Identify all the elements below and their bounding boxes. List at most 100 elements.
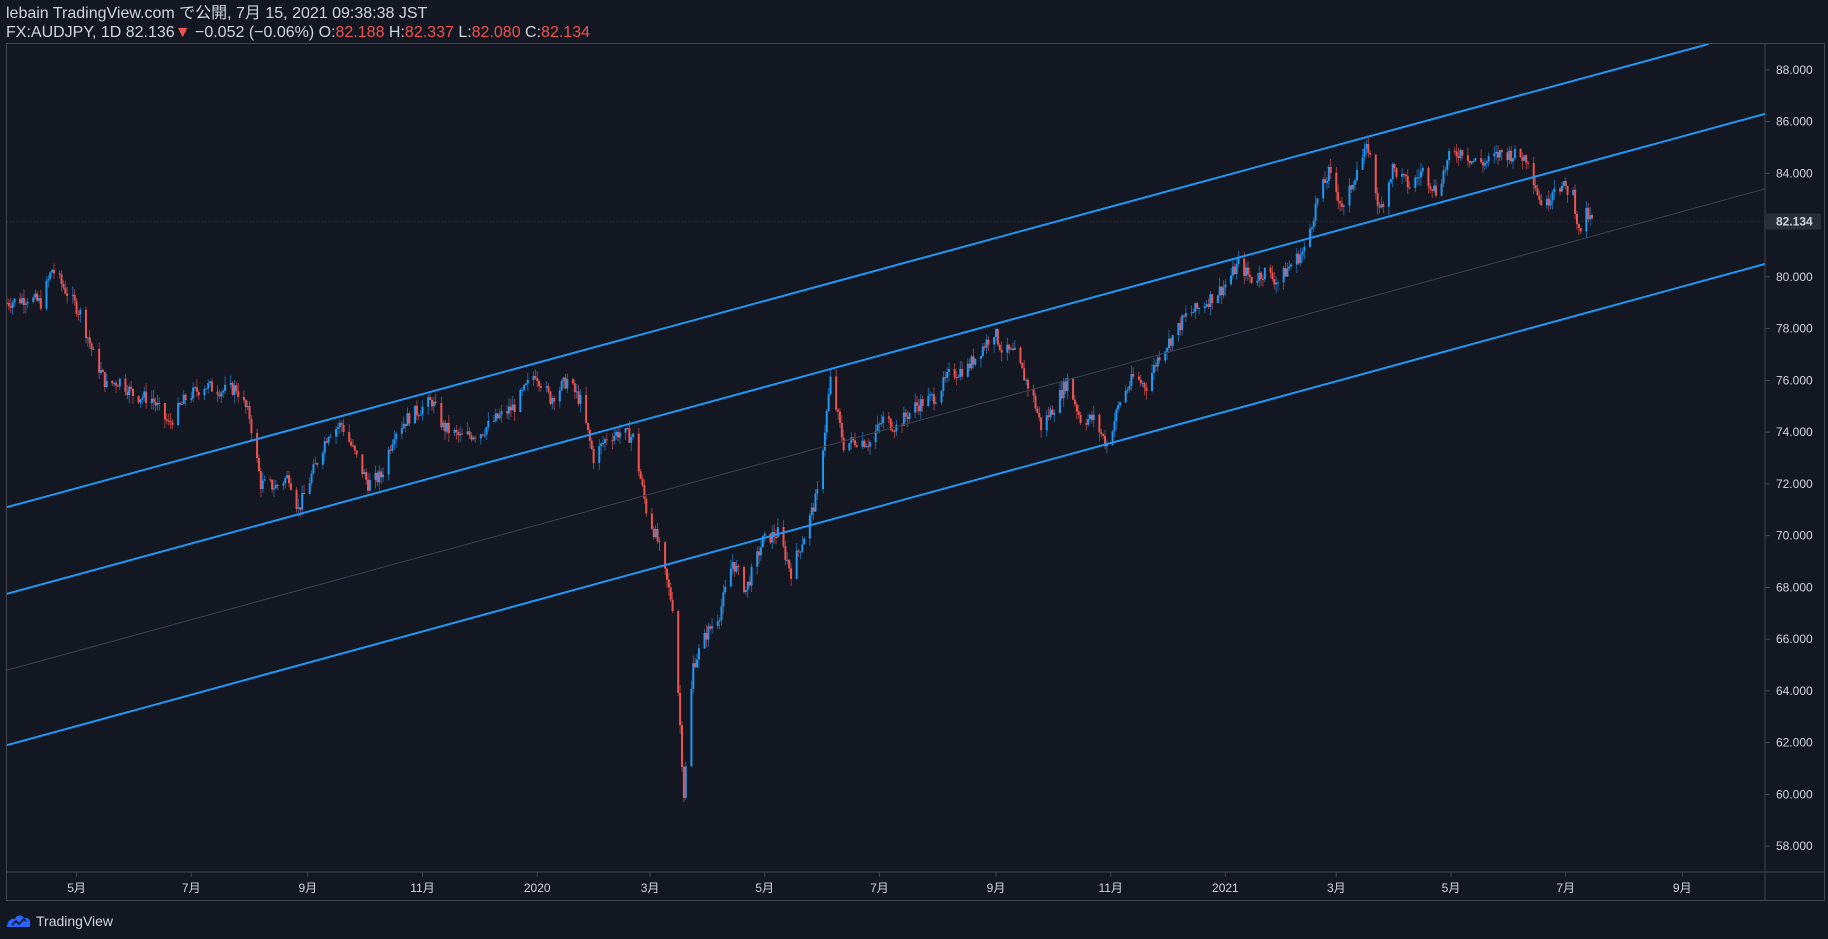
candle-body[interactable] — [408, 413, 411, 424]
candle-body[interactable] — [303, 492, 306, 495]
candle-body[interactable] — [697, 648, 700, 660]
candle-body[interactable] — [1519, 148, 1522, 158]
candle-body[interactable] — [103, 371, 106, 388]
candle-body[interactable] — [327, 437, 330, 443]
candle-body[interactable] — [758, 551, 761, 556]
candle-body[interactable] — [274, 484, 277, 489]
candle-body[interactable] — [235, 385, 238, 392]
candle-body[interactable] — [474, 437, 477, 439]
candle-body[interactable] — [1310, 227, 1313, 230]
candle-body[interactable] — [404, 423, 407, 426]
candle-body[interactable] — [904, 412, 907, 417]
candle-body[interactable] — [586, 422, 589, 430]
candle-body[interactable] — [1545, 198, 1548, 206]
candle-body[interactable] — [737, 565, 740, 568]
candle-body[interactable] — [838, 411, 841, 423]
candle-body[interactable] — [1119, 402, 1122, 406]
candle-body[interactable] — [650, 513, 653, 529]
candle-body[interactable] — [1363, 148, 1366, 158]
candle-body[interactable] — [105, 380, 108, 388]
candle-body[interactable] — [942, 377, 945, 392]
candle-body[interactable] — [284, 478, 287, 484]
candle-body[interactable] — [1019, 347, 1022, 363]
candle-body[interactable] — [1512, 158, 1515, 162]
candle-body[interactable] — [194, 387, 197, 389]
candle-body[interactable] — [402, 423, 405, 429]
candle-body[interactable] — [1105, 444, 1108, 447]
candle-body[interactable] — [1322, 179, 1325, 199]
candle-body[interactable] — [1256, 280, 1259, 283]
candle-body[interactable] — [1301, 251, 1304, 255]
candle-body[interactable] — [141, 397, 144, 400]
candle-body[interactable] — [829, 376, 832, 395]
candle-body[interactable] — [75, 300, 78, 315]
candle-body[interactable] — [314, 463, 317, 465]
candle-body[interactable] — [365, 472, 368, 480]
candle-body[interactable] — [220, 392, 223, 397]
candle-body[interactable] — [92, 348, 95, 350]
candle-body[interactable] — [615, 431, 618, 436]
candle-body[interactable] — [756, 551, 759, 567]
candle-body[interactable] — [972, 356, 975, 365]
candle-body[interactable] — [53, 269, 56, 274]
candle-body[interactable] — [993, 337, 996, 345]
candle-body[interactable] — [353, 445, 356, 451]
candle-body[interactable] — [494, 413, 497, 421]
candle-body[interactable] — [799, 551, 802, 553]
channel-line-median[interactable] — [7, 188, 1765, 671]
candle-body[interactable] — [417, 415, 420, 417]
candle-body[interactable] — [709, 626, 712, 629]
candle-body[interactable] — [532, 376, 535, 380]
candle-body[interactable] — [974, 358, 977, 365]
candle-body[interactable] — [335, 428, 338, 437]
candle-body[interactable] — [835, 376, 838, 410]
candle-body[interactable] — [940, 391, 943, 403]
candle-body[interactable] — [508, 406, 511, 414]
candle-body[interactable] — [729, 568, 732, 587]
candle-body[interactable] — [803, 538, 806, 545]
candle-body[interactable] — [351, 445, 354, 447]
candle-body[interactable] — [177, 403, 180, 425]
candle-body[interactable] — [1282, 267, 1285, 283]
candle-body[interactable] — [654, 529, 657, 538]
candle-body[interactable] — [224, 384, 227, 391]
candle-body[interactable] — [696, 659, 699, 668]
candle-body[interactable] — [1444, 169, 1447, 171]
candle-body[interactable] — [987, 339, 990, 345]
candle-body[interactable] — [45, 280, 48, 309]
candle-body[interactable] — [1049, 409, 1052, 418]
candle-body[interactable] — [444, 422, 447, 432]
candle-body[interactable] — [1154, 365, 1157, 367]
candle-body[interactable] — [1551, 192, 1554, 201]
candle-body[interactable] — [823, 432, 826, 451]
candle-body[interactable] — [1181, 315, 1184, 330]
candle-body[interactable] — [746, 581, 749, 590]
candle-body[interactable] — [524, 383, 527, 385]
candle-body[interactable] — [1340, 203, 1343, 207]
candle-body[interactable] — [1184, 312, 1187, 317]
candle-body[interactable] — [669, 587, 672, 600]
candle-body[interactable] — [79, 309, 82, 315]
candle-body[interactable] — [1553, 188, 1556, 193]
candle-body[interactable] — [1026, 379, 1029, 389]
candle-body[interactable] — [743, 567, 746, 592]
candle-body[interactable] — [1000, 349, 1003, 353]
symbol-label[interactable]: FX:AUDJPY, 1D 82.136 — [6, 24, 175, 41]
candle-body[interactable] — [682, 766, 685, 798]
candle-body[interactable] — [1414, 177, 1417, 188]
candle-body[interactable] — [1587, 207, 1590, 220]
candle-body[interactable] — [192, 387, 195, 399]
candle-body[interactable] — [321, 452, 324, 465]
candle-body[interactable] — [1203, 306, 1206, 309]
candle-body[interactable] — [947, 369, 950, 373]
candle-body[interactable] — [1434, 185, 1437, 196]
candle-body[interactable] — [391, 444, 394, 451]
candle-body[interactable] — [453, 430, 456, 434]
candle-body[interactable] — [1113, 421, 1116, 432]
candle-body[interactable] — [1207, 304, 1210, 307]
candle-body[interactable] — [1130, 374, 1133, 386]
candle-body[interactable] — [1126, 389, 1129, 391]
candle-body[interactable] — [812, 507, 815, 512]
candle-body[interactable] — [1064, 381, 1067, 392]
candle-body[interactable] — [288, 475, 291, 484]
